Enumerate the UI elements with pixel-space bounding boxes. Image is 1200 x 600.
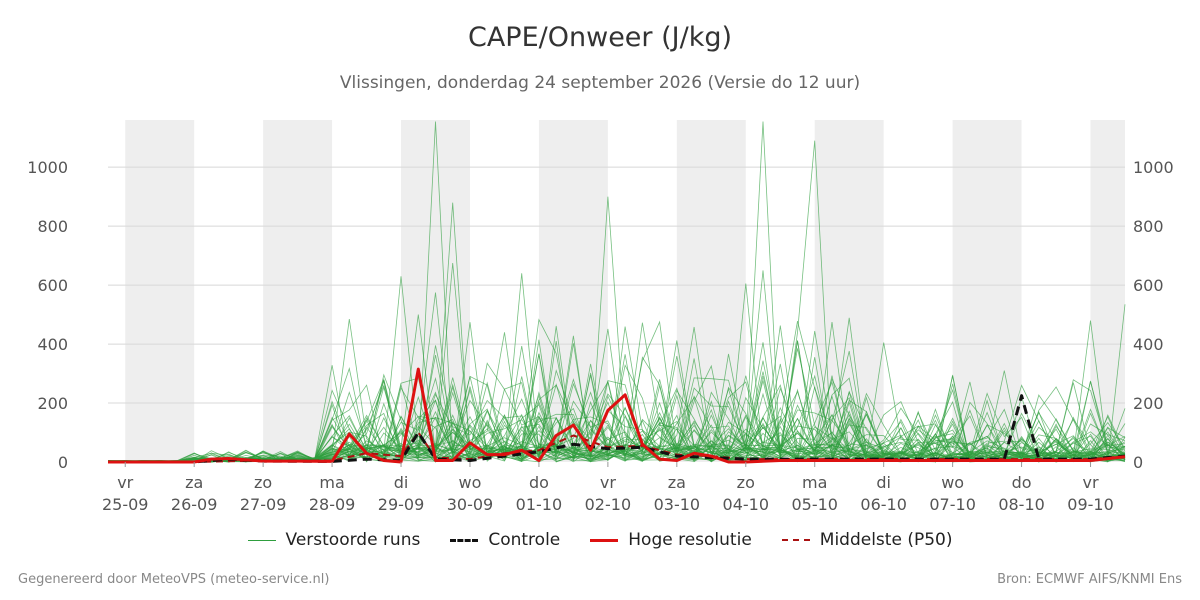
ensemble-run-line bbox=[107, 375, 1126, 463]
legend-label-control: Controle bbox=[488, 530, 561, 550]
legend-item-hires: Hoge resolutie bbox=[590, 530, 752, 550]
x-tick-day: di bbox=[876, 473, 891, 492]
x-tick-date: 03-10 bbox=[654, 495, 701, 514]
day-band bbox=[263, 120, 333, 462]
hires-line bbox=[108, 367, 1126, 464]
ensemble-run-line bbox=[107, 387, 1126, 463]
x-tick-day: do bbox=[1012, 473, 1032, 492]
x-tick-day: za bbox=[185, 473, 203, 492]
legend-label-ensemble: Verstoorde runs bbox=[285, 530, 421, 550]
footer-generator: Gegenereerd door MeteoVPS (meteo-service… bbox=[18, 572, 330, 587]
x-tick-date: 26-09 bbox=[171, 495, 218, 514]
x-tick-date: 07-10 bbox=[929, 495, 976, 514]
day-band bbox=[676, 120, 746, 462]
x-tick-date: 04-10 bbox=[723, 495, 770, 514]
x-tick-date: 30-09 bbox=[447, 495, 494, 514]
legend-item-median: Middelste (P50) bbox=[781, 530, 953, 550]
y-tick-label-right: 1000 bbox=[1133, 158, 1174, 177]
day-band bbox=[1090, 120, 1125, 462]
x-tick-date: 01-10 bbox=[516, 495, 563, 514]
x-tick-day: vr bbox=[1083, 473, 1099, 492]
legend-label-hires: Hoge resolutie bbox=[628, 530, 752, 550]
x-tick-day: do bbox=[529, 473, 549, 492]
x-tick-day: wo bbox=[459, 473, 482, 492]
x-tick-date: 27-09 bbox=[240, 495, 287, 514]
legend-item-control: Controle bbox=[450, 530, 560, 550]
x-tick-day: zo bbox=[254, 473, 272, 492]
axis-labels: 0 0 200 200 400 400 600 600 800 800 1000 1000 vr 25-0… bbox=[27, 158, 1173, 514]
ensemble-run-line bbox=[107, 377, 1126, 463]
x-tick-day: zo bbox=[737, 473, 755, 492]
y-tick-label-right: 600 bbox=[1133, 276, 1164, 295]
y-tick-label-left: 600 bbox=[37, 276, 68, 295]
legend-label-median: Middelste (P50) bbox=[819, 530, 953, 550]
footer-source: Bron: ECMWF AIFS/KNMI Ens bbox=[997, 572, 1182, 587]
x-tick-date: 08-10 bbox=[998, 495, 1045, 514]
x-tick-day: wo bbox=[941, 473, 964, 492]
y-tick-label-right: 0 bbox=[1133, 453, 1143, 472]
y-tick-label-left: 0 bbox=[58, 453, 68, 472]
x-tick-date: 02-10 bbox=[585, 495, 632, 514]
x-tick-date: 06-10 bbox=[860, 495, 907, 514]
legend-swatch-median bbox=[781, 539, 810, 541]
y-tick-label-left: 1000 bbox=[27, 158, 68, 177]
y-tick-label-right: 200 bbox=[1133, 394, 1164, 413]
x-tick-day: ma bbox=[802, 473, 827, 492]
y-tick-label-left: 400 bbox=[37, 335, 68, 354]
x-tick-date: 25-09 bbox=[102, 495, 149, 514]
main-series bbox=[108, 367, 1126, 464]
legend: Verstoorde runs Controle Hoge resolutie … bbox=[0, 530, 1200, 550]
x-tick-date: 28-09 bbox=[309, 495, 356, 514]
legend-swatch-hires bbox=[590, 538, 619, 542]
x-tick-day: za bbox=[668, 473, 686, 492]
x-tick-date: 29-09 bbox=[378, 495, 425, 514]
x-tick-day: di bbox=[394, 473, 409, 492]
y-tick-label-left: 800 bbox=[37, 217, 68, 236]
legend-item-ensemble: Verstoorde runs bbox=[247, 530, 421, 550]
x-tick-date: 05-10 bbox=[791, 495, 838, 514]
chart-subtitle: Vlissingen, donderdag 24 september 2026 … bbox=[339, 73, 861, 93]
day-band bbox=[952, 120, 1022, 462]
day-band bbox=[125, 120, 195, 462]
chart-title: CAPE/Onweer (J/kg) bbox=[467, 22, 732, 53]
y-tick-label-right: 400 bbox=[1133, 335, 1164, 354]
y-tick-label-left: 200 bbox=[37, 394, 68, 413]
y-tick-label-right: 800 bbox=[1133, 217, 1164, 236]
x-tick-day: vr bbox=[600, 473, 616, 492]
weekday-shading bbox=[125, 120, 1125, 462]
x-tick-day: ma bbox=[319, 473, 344, 492]
control-line bbox=[108, 394, 1126, 464]
x-tick-date: 09-10 bbox=[1067, 495, 1114, 514]
legend-swatch-ensemble bbox=[247, 539, 276, 541]
x-tick-day: vr bbox=[117, 473, 133, 492]
legend-swatch-control bbox=[450, 538, 479, 542]
